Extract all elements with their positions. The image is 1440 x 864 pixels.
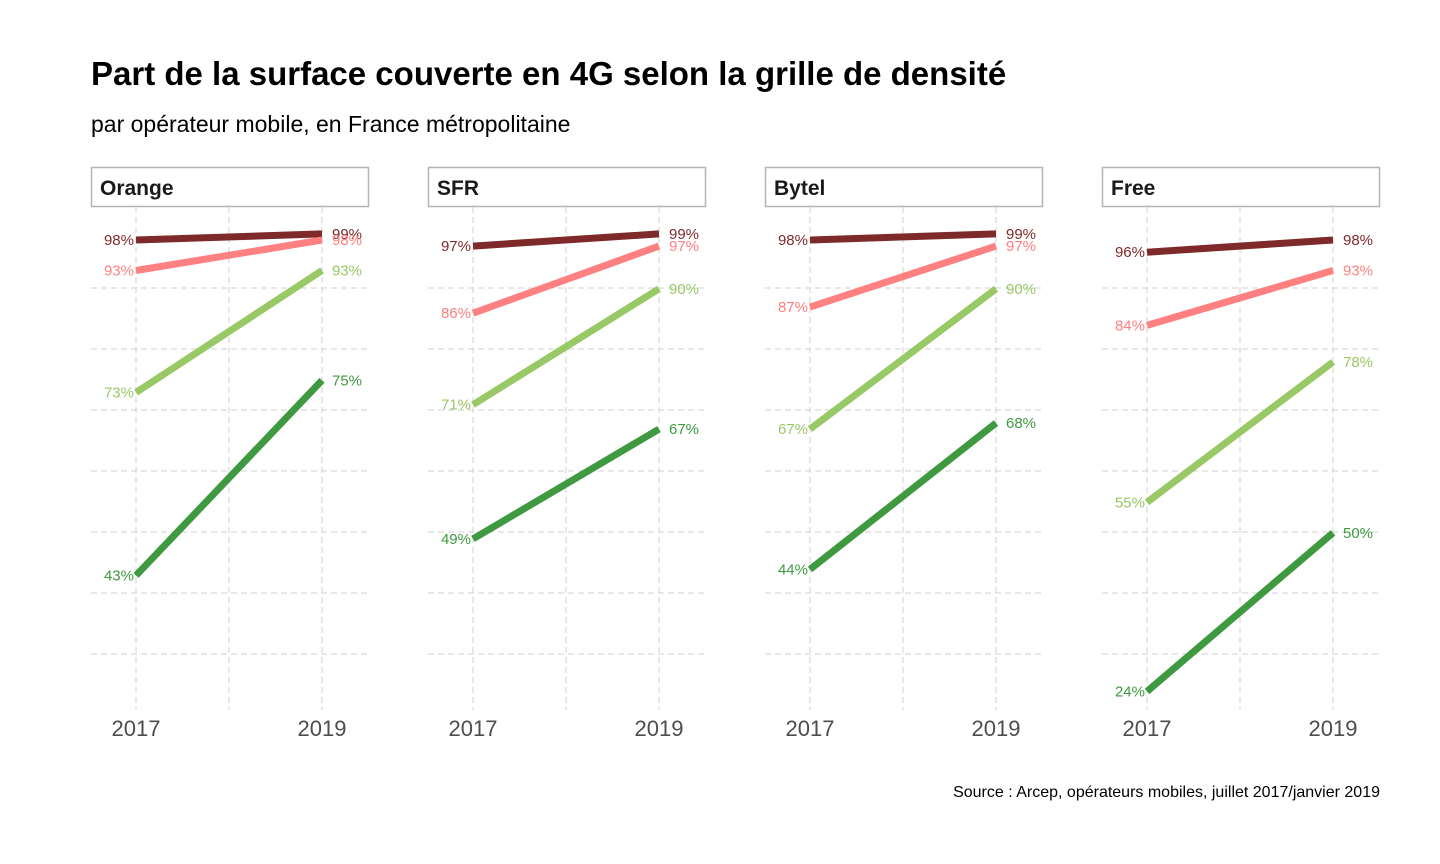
series-line [808,242,998,311]
facet-strip [1101,166,1381,208]
data-label-2019: 93% [1343,263,1373,280]
data-label-2019: 90% [1006,281,1036,298]
series-line [807,286,999,432]
data-label-2017: 49% [441,531,471,548]
series-line [1146,267,1334,329]
data-label-2019: 99% [1006,226,1036,243]
facet-strip-label: SFR [437,177,479,200]
series-line [471,426,661,542]
x-tick-label: 2017 [1123,716,1172,741]
data-label-2019: 98% [1343,232,1373,249]
series-line [809,230,997,244]
data-label-2017: 98% [778,232,808,249]
x-tick-label: 2017 [112,716,161,741]
data-label-2017: 55% [1115,494,1145,511]
facet-strip-label: Orange [100,177,174,200]
facet-strip-label: Free [1111,177,1155,200]
data-label-2019: 97% [1006,238,1036,255]
data-label-2019: 99% [669,226,699,243]
series-line [807,420,999,573]
x-tick-label: 2019 [972,716,1021,741]
x-tick-label: 2017 [449,716,498,741]
series-line [135,230,323,244]
data-label-2019: 67% [669,421,699,438]
x-tick-label: 2019 [1309,716,1358,741]
chart-title: Part de la surface couverte en 4G selon … [91,55,1007,92]
source-caption: Source : Arcep, opérateurs mobiles, juil… [953,784,1380,801]
data-label-2019: 75% [332,372,362,389]
series-line [1144,530,1336,695]
data-label-2019: 99% [332,226,362,243]
x-tick-label: 2019 [635,716,684,741]
data-label-2019: 50% [1343,525,1373,542]
series-line [472,230,660,250]
data-label-2017: 67% [778,421,808,438]
x-tick-label: 2019 [298,716,347,741]
facet-strip-label: Bytel [774,177,825,200]
series-line [135,236,323,274]
data-label-2017: 71% [441,397,471,414]
data-label-2017: 73% [104,385,134,402]
data-label-2017: 43% [104,568,134,585]
facet-strip [427,166,707,208]
data-label-2017: 86% [441,305,471,322]
data-label-2017: 44% [778,561,808,578]
facet-strip [764,166,1044,208]
facet-panel-free: Free 2017 2019 96% 98% 84% 93% 55% 78% 24% 50% [1101,166,1381,741]
data-label-2019: 98% [332,232,362,249]
series-line [471,242,661,317]
data-label-2017: 84% [1115,317,1145,334]
data-label-2017: 98% [104,232,134,249]
facet-strip [90,166,370,208]
facet-panel-bytel: Bytel 2017 2019 98% 99% 87% 97% 67% 90% 44% 68% [764,166,1044,741]
data-label-2019: 93% [332,263,362,280]
series-line [134,267,324,396]
data-label-2019: 90% [669,281,699,298]
series-line [1146,236,1334,256]
data-label-2019: 78% [1343,354,1373,371]
data-label-2017: 97% [441,238,471,255]
chart-subtitle: par opérateur mobile, en France métropol… [91,111,571,137]
series-line [1144,359,1336,506]
data-label-2019: 97% [669,238,699,255]
x-tick-label: 2017 [786,716,835,741]
data-label-2017: 93% [104,263,134,280]
data-label-2017: 96% [1115,244,1145,261]
data-label-2017: 24% [1115,683,1145,700]
series-line [471,285,661,408]
data-label-2017: 87% [778,299,808,316]
data-label-2019: 68% [1006,415,1036,432]
series-line [133,377,325,578]
